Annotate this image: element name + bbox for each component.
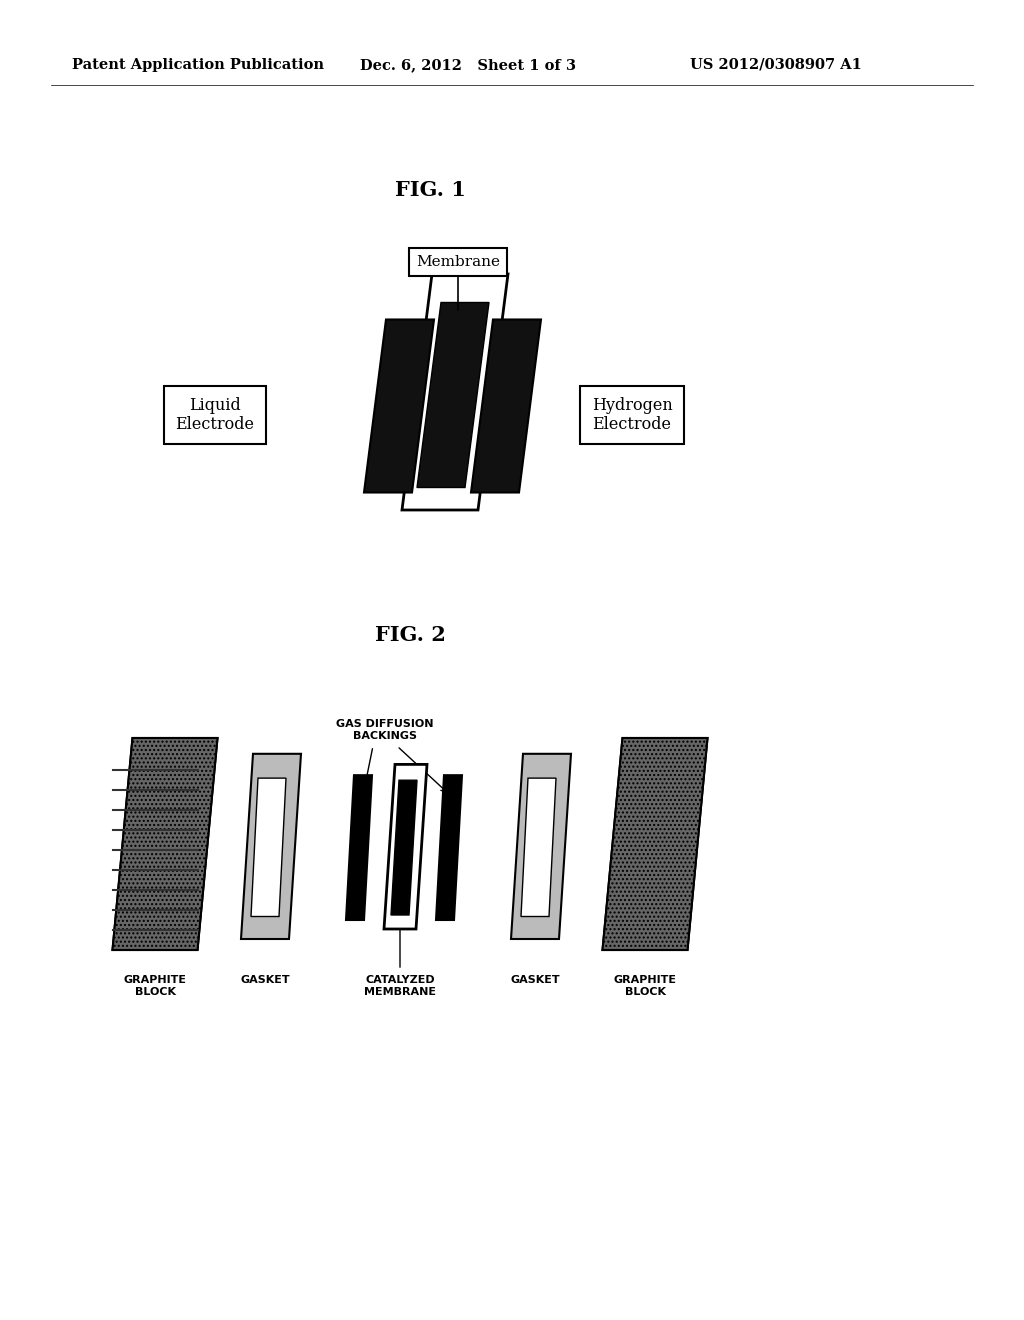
Text: GRAPHITE
BLOCK: GRAPHITE BLOCK	[124, 975, 186, 997]
Polygon shape	[113, 738, 217, 950]
Text: Dec. 6, 2012   Sheet 1 of 3: Dec. 6, 2012 Sheet 1 of 3	[360, 58, 575, 73]
Text: Hydrogen
Electrode: Hydrogen Electrode	[592, 397, 673, 433]
Polygon shape	[113, 738, 217, 950]
Text: GASKET: GASKET	[510, 975, 560, 985]
Polygon shape	[436, 775, 462, 920]
Text: CATALYZED
MEMBRANE: CATALYZED MEMBRANE	[364, 975, 436, 997]
Text: Liquid
Electrode: Liquid Electrode	[175, 397, 255, 433]
Polygon shape	[402, 275, 508, 510]
Polygon shape	[602, 738, 708, 950]
Text: GRAPHITE
BLOCK: GRAPHITE BLOCK	[613, 975, 677, 997]
Polygon shape	[602, 738, 708, 950]
Text: Membrane: Membrane	[416, 255, 500, 269]
Text: US 2012/0308907 A1: US 2012/0308907 A1	[690, 58, 862, 73]
Text: GASKET: GASKET	[241, 975, 290, 985]
Text: GAS DIFFUSION
BACKINGS: GAS DIFFUSION BACKINGS	[336, 719, 434, 741]
Polygon shape	[346, 775, 372, 920]
Text: FIG. 1: FIG. 1	[394, 180, 466, 201]
Polygon shape	[364, 319, 434, 492]
Text: Patent Application Publication: Patent Application Publication	[72, 58, 324, 73]
Polygon shape	[471, 319, 541, 492]
Polygon shape	[241, 754, 301, 939]
Polygon shape	[391, 780, 417, 915]
Polygon shape	[511, 754, 571, 939]
Polygon shape	[417, 302, 489, 487]
Polygon shape	[384, 764, 427, 929]
Polygon shape	[521, 777, 556, 916]
Polygon shape	[251, 777, 286, 916]
Text: FIG. 2: FIG. 2	[375, 624, 445, 645]
